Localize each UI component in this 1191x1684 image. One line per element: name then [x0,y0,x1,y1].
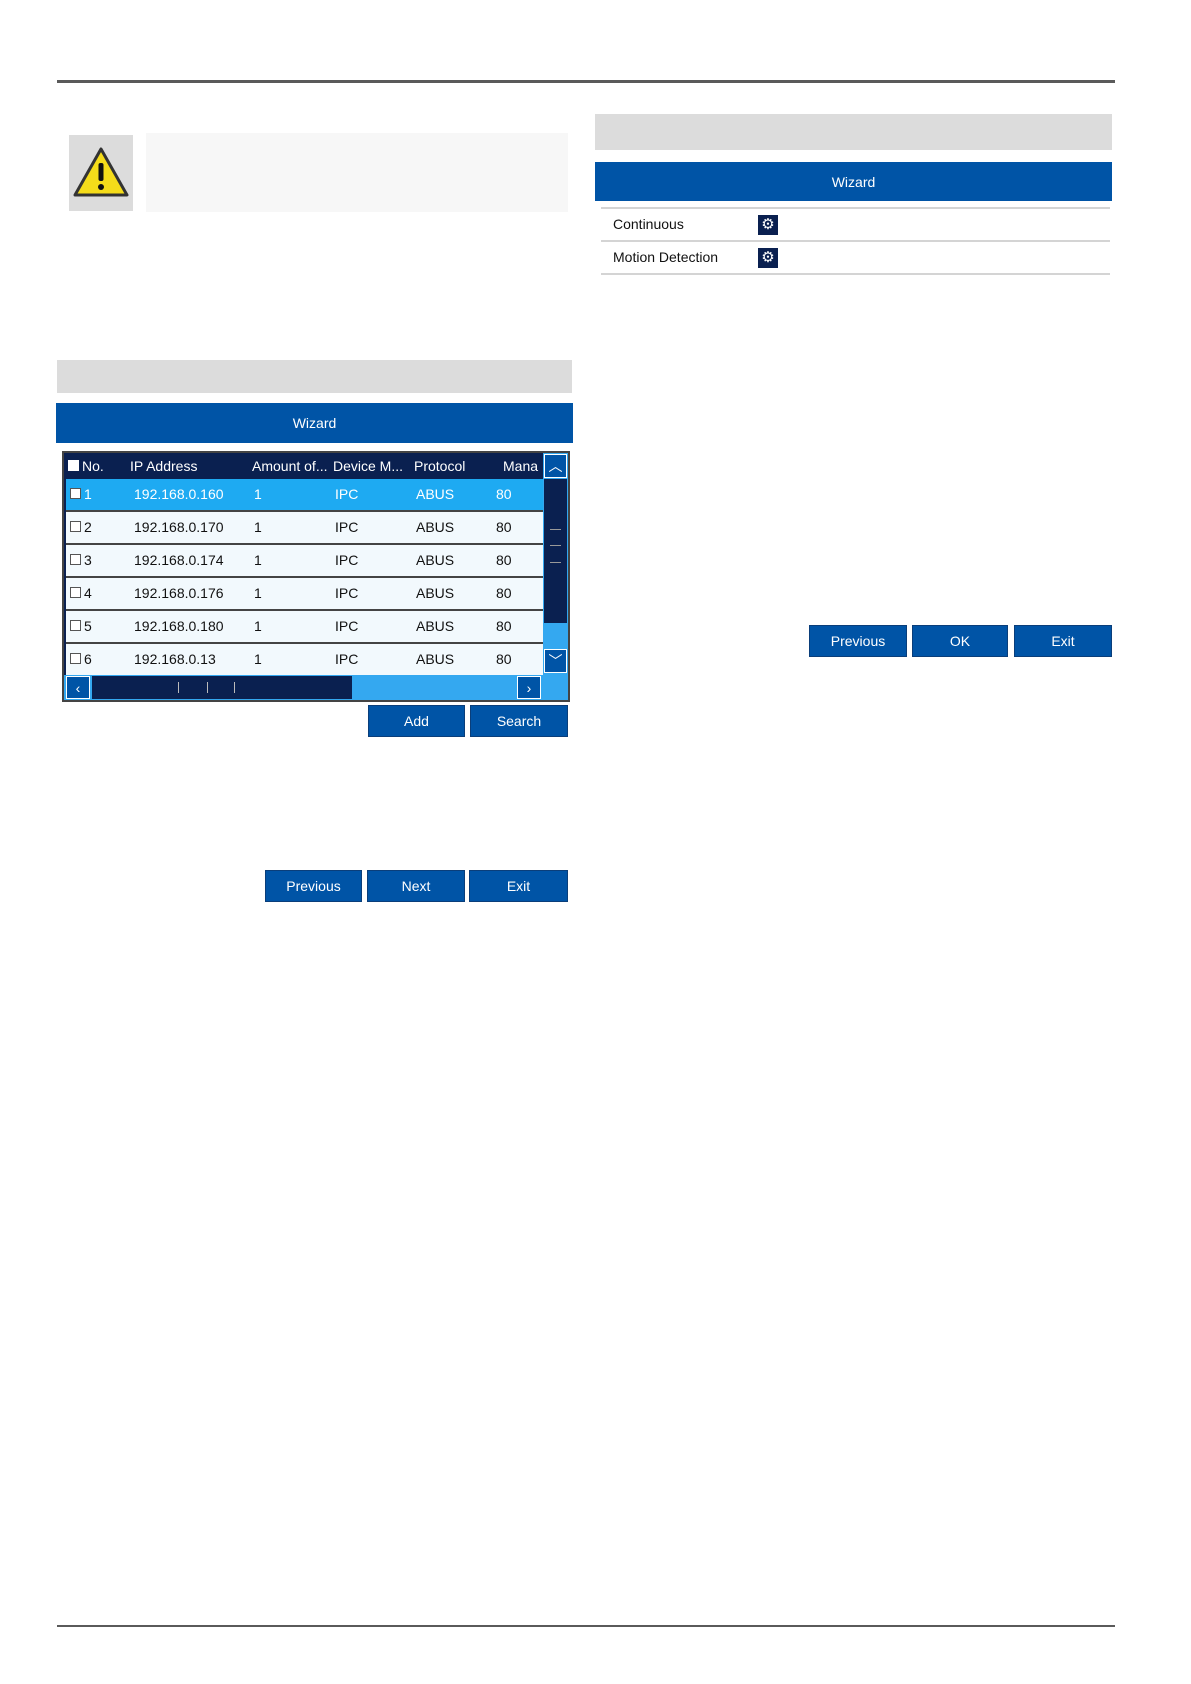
cell-ip: 192.168.0.176 [134,585,224,601]
cell-protocol: ABUS [416,618,455,634]
row-checkbox[interactable] [70,587,81,598]
header-device[interactable]: Device M... [333,458,404,474]
previous-button-right[interactable]: Previous [809,625,907,657]
header-ip[interactable]: IP Address [130,458,198,474]
cell-ip: 192.168.0.13 [134,651,216,667]
cell-no: 2 [84,519,92,535]
add-button[interactable]: Add [368,705,465,737]
scroll-right-button[interactable]: › [517,676,541,699]
ok-button[interactable]: OK [912,625,1008,657]
table-row[interactable]: 5 192.168.0.180 1 IPC ABUS 80 [66,611,543,644]
scroll-left-button[interactable]: ‹ [66,676,90,699]
select-all-checkbox[interactable] [68,460,79,471]
cell-no: 1 [84,486,92,502]
divider [601,207,1110,209]
cell-port: 80 [496,519,512,535]
wizard-title-bar: Wizard [56,403,573,443]
table-row[interactable]: 6 192.168.0.13 1 IPC ABUS 80 [66,644,543,677]
horizontal-scrollbar[interactable]: ‹ › [64,675,543,700]
schedule-row-continuous: Continuous ⚙ [601,209,1110,242]
row-label: Continuous [613,216,684,232]
gear-icon[interactable]: ⚙ [758,215,778,235]
cell-no: 6 [84,651,92,667]
cell-amount: 1 [254,486,262,502]
cell-port: 80 [496,552,512,568]
device-table: No. IP Address Amount of... Device M... … [62,451,570,702]
row-checkbox[interactable] [70,620,81,631]
cell-port: 80 [496,585,512,601]
header-rule [57,80,1115,83]
scroll-up-button[interactable]: ︿ [544,454,567,478]
footer-rule [57,1625,1115,1627]
scroll-down-button[interactable]: ﹀ [544,649,567,673]
cell-device: IPC [335,651,359,667]
cell-amount: 1 [254,552,262,568]
header-no[interactable]: No. [82,458,104,474]
cell-device: IPC [335,519,359,535]
cell-protocol: ABUS [416,519,455,535]
cell-protocol: ABUS [416,651,455,667]
row-checkbox[interactable] [70,653,81,664]
row-label: Motion Detection [613,249,719,265]
horizontal-scroll-thumb[interactable] [92,676,352,699]
warning-text-box [146,133,568,212]
section-header-right [595,114,1112,150]
cell-amount: 1 [254,651,262,667]
exit-button-right[interactable]: Exit [1014,625,1112,657]
table-row[interactable]: 3 192.168.0.174 1 IPC ABUS 80 [66,545,543,578]
cell-amount: 1 [254,585,262,601]
cell-ip: 192.168.0.170 [134,519,224,535]
cell-ip: 192.168.0.160 [134,486,224,502]
cell-amount: 1 [254,618,262,634]
cell-protocol: ABUS [416,486,455,502]
table-row[interactable]: 4 192.168.0.176 1 IPC ABUS 80 [66,578,543,611]
cell-protocol: ABUS [416,585,455,601]
table-header: No. IP Address Amount of... Device M... … [64,453,543,479]
warning-icon-box [69,135,133,211]
table-row[interactable]: 2 192.168.0.170 1 IPC ABUS 80 [66,512,543,545]
cell-device: IPC [335,585,359,601]
vertical-scroll-thumb[interactable] [544,479,567,623]
row-checkbox[interactable] [70,521,81,532]
gear-icon[interactable]: ⚙ [758,248,778,268]
row-checkbox[interactable] [70,488,81,499]
cell-port: 80 [496,651,512,667]
warning-triangle-icon [73,147,129,197]
header-amount[interactable]: Amount of... [252,458,328,474]
cell-no: 4 [84,585,92,601]
cell-protocol: ABUS [416,552,455,568]
wizard-title-bar-right: Wizard [595,162,1112,201]
cell-port: 80 [496,486,512,502]
cell-ip: 192.168.0.174 [134,552,224,568]
cell-device: IPC [335,486,359,502]
search-button[interactable]: Search [470,705,568,737]
previous-button[interactable]: Previous [265,870,362,902]
cell-device: IPC [335,618,359,634]
cell-port: 80 [496,618,512,634]
cell-amount: 1 [254,519,262,535]
section-header-left [57,360,572,393]
cell-no: 3 [84,552,92,568]
vertical-scrollbar[interactable]: ︿ ﹀ [543,453,568,700]
cell-no: 5 [84,618,92,634]
table-row[interactable]: 1 192.168.0.160 1 IPC ABUS 80 [66,479,543,512]
row-checkbox[interactable] [70,554,81,565]
cell-ip: 192.168.0.180 [134,618,224,634]
header-protocol[interactable]: Protocol [414,458,466,474]
next-button[interactable]: Next [367,870,465,902]
cell-device: IPC [335,552,359,568]
exit-button[interactable]: Exit [469,870,568,902]
schedule-row-motion: Motion Detection ⚙ [601,242,1110,275]
header-port[interactable]: Mana [503,458,539,474]
